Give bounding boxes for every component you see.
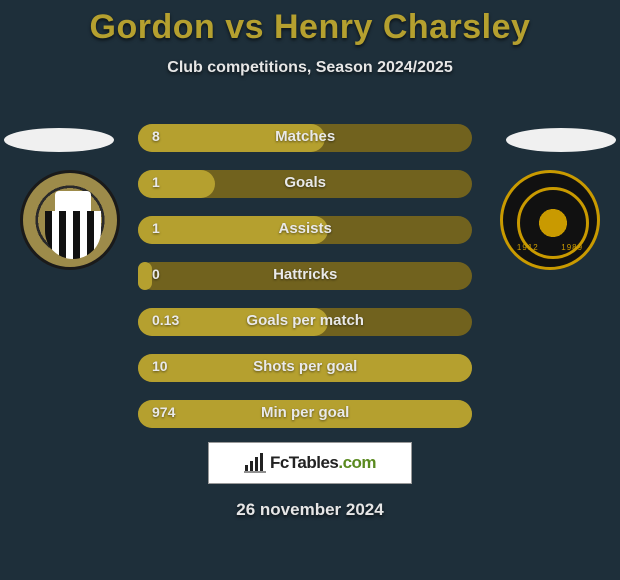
stat-label: Min per goal [138, 404, 472, 421]
brand-prefix: FcTables [270, 453, 338, 472]
player-right-ellipse [506, 128, 616, 152]
page-title: Gordon vs Henry Charsley [0, 0, 620, 47]
page-subtitle: Club competitions, Season 2024/2025 [0, 59, 620, 77]
stat-row: 1Assists [138, 216, 490, 244]
stat-bars: 8Matches 1Goals 1Assists 0Hattricks 0.13Goal… [138, 124, 490, 446]
stat-row: 10Shots per goal [138, 354, 490, 382]
stat-label: Matches [138, 128, 472, 145]
stat-label: Goals per match [138, 312, 472, 329]
stat-row: 1Goals [138, 170, 490, 198]
stat-row: 0Hattricks [138, 262, 490, 290]
player-left-ellipse [4, 128, 114, 152]
stat-label: Goals [138, 174, 472, 191]
stat-row: 8Matches [138, 124, 490, 152]
bar-chart-icon [244, 453, 266, 473]
stat-row: 0.13Goals per match [138, 308, 490, 336]
club-crest-right [500, 170, 600, 270]
brand-suffix: .com [338, 453, 376, 472]
footer-date: 26 november 2024 [0, 500, 620, 520]
stat-label: Assists [138, 220, 472, 237]
stat-row: 974Min per goal [138, 400, 490, 428]
stat-label: Shots per goal [138, 358, 472, 375]
brand-text: FcTables.com [270, 453, 376, 473]
stat-label: Hattricks [138, 266, 472, 283]
brand-logo-box: FcTables.com [208, 442, 412, 484]
club-crest-left [20, 170, 120, 270]
